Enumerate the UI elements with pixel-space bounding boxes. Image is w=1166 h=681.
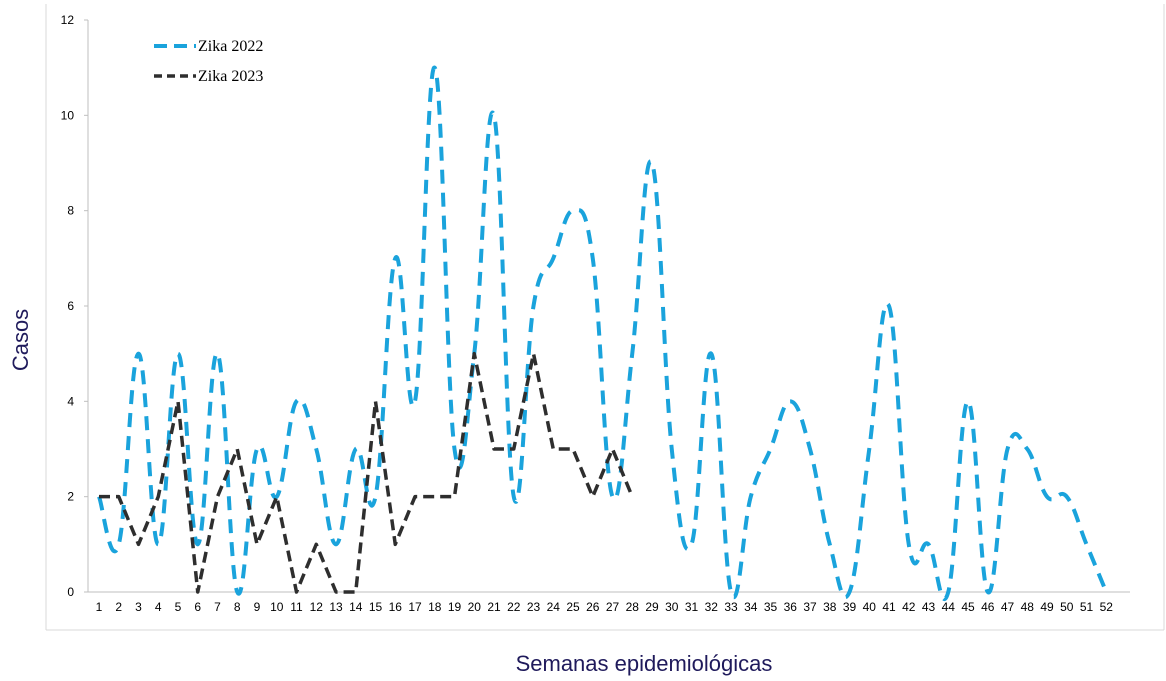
x-axis-title: Semanas epidemiológicas	[516, 651, 773, 676]
x-tick-label: 3	[135, 600, 142, 614]
y-axis-ticks: 0 2 4 6 8 10 12	[61, 13, 88, 599]
x-tick-label: 5	[175, 600, 182, 614]
x-tick-label: 1	[96, 600, 103, 614]
x-tick-label: 27	[606, 600, 620, 614]
x-tick-label: 48	[1021, 600, 1035, 614]
x-tick-label: 2	[115, 600, 122, 614]
x-tick-label: 22	[507, 600, 521, 614]
series-line-zika-2022	[97, 65, 1109, 602]
x-tick-label: 26	[586, 600, 600, 614]
x-tick-label: 11	[290, 600, 303, 614]
y-axis-title: Casos	[8, 309, 33, 371]
x-tick-label: 45	[961, 600, 975, 614]
y-tick-label: 10	[61, 108, 75, 122]
legend-label: Zika 2023	[198, 68, 263, 85]
x-tick-label: 34	[744, 600, 758, 614]
x-tick-label: 10	[270, 600, 284, 614]
x-tick-label: 12	[310, 600, 324, 614]
legend: Zika 2022 Zika 2023	[154, 38, 263, 85]
y-tick-label: 2	[67, 490, 74, 504]
x-tick-label: 46	[981, 600, 995, 614]
x-tick-label: 30	[665, 600, 679, 614]
x-tick-label: 15	[369, 600, 383, 614]
x-tick-label: 52	[1100, 600, 1114, 614]
series-lines	[97, 65, 1109, 602]
x-tick-label: 28	[626, 600, 640, 614]
x-tick-label: 21	[487, 600, 501, 614]
x-tick-label: 49	[1040, 600, 1054, 614]
x-tick-label: 4	[155, 600, 162, 614]
x-tick-label: 50	[1060, 600, 1074, 614]
x-tick-label: 39	[843, 600, 857, 614]
x-tick-label: 6	[194, 600, 201, 614]
x-tick-label: 18	[428, 600, 442, 614]
x-tick-label: 40	[863, 600, 877, 614]
legend-label: Zika 2022	[198, 38, 263, 55]
x-tick-label: 38	[823, 600, 837, 614]
x-tick-label: 43	[922, 600, 936, 614]
x-tick-label: 42	[902, 600, 916, 614]
x-tick-label: 8	[234, 600, 241, 614]
x-tick-label: 31	[685, 600, 699, 614]
series-line-zika-2023	[99, 351, 634, 594]
y-tick-label: 8	[67, 204, 74, 218]
x-tick-label: 13	[329, 600, 343, 614]
x-tick-label: 37	[803, 600, 817, 614]
x-tick-label: 47	[1001, 600, 1015, 614]
x-tick-label: 24	[547, 600, 561, 614]
x-tick-label: 25	[566, 600, 580, 614]
x-tick-label: 51	[1080, 600, 1094, 614]
y-tick-label: 6	[67, 299, 74, 313]
x-tick-label: 9	[254, 600, 261, 614]
x-tick-label: 44	[942, 600, 956, 614]
x-tick-label: 20	[468, 600, 482, 614]
x-tick-label: 36	[784, 600, 798, 614]
x-tick-label: 19	[448, 600, 462, 614]
y-tick-label: 12	[61, 13, 75, 27]
x-tick-label: 33	[724, 600, 738, 614]
x-tick-label: 35	[764, 600, 778, 614]
y-tick-label: 4	[67, 394, 74, 408]
x-tick-label: 29	[645, 600, 659, 614]
x-tick-label: 14	[349, 600, 363, 614]
x-tick-label: 32	[705, 600, 719, 614]
plot-frame	[45, 4, 1165, 631]
y-tick-label: 0	[67, 585, 74, 599]
x-tick-label: 7	[214, 600, 221, 614]
x-tick-label: 17	[408, 600, 422, 614]
x-axis-ticks: 1 2 3 4 5 6 7 8 9 10 11 12 13 14 15 16 17 18 19 20 21 22 23 24 2…	[96, 600, 1114, 614]
x-tick-label: 41	[882, 600, 896, 614]
x-tick-label: 23	[527, 600, 541, 614]
x-tick-label: 16	[389, 600, 403, 614]
